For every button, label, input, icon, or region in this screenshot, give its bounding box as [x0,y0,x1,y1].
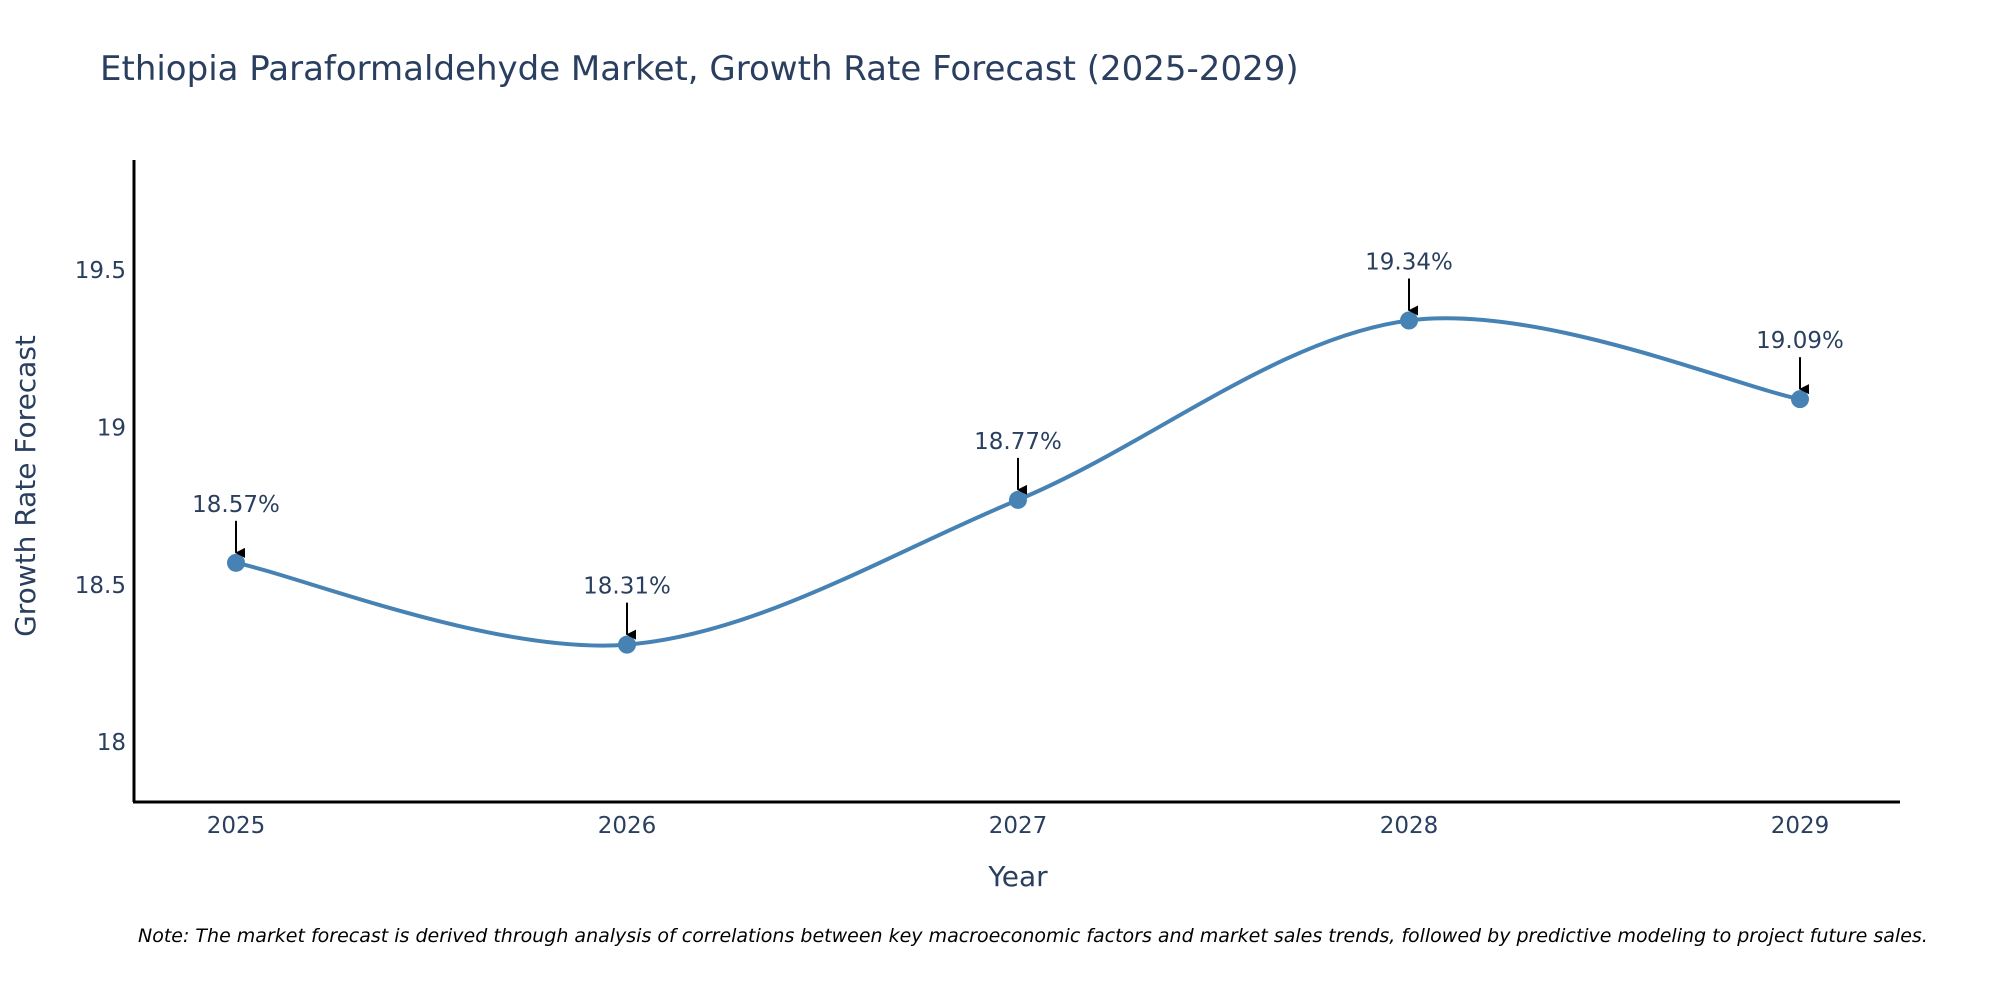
y-tick-label: 18 [97,730,126,756]
data-point [1009,490,1027,509]
x-tick-label: 2025 [207,813,266,839]
x-axis-ticks: 2025 2026 2027 2028 2029 [207,813,1830,839]
x-tick-label: 2026 [598,813,657,839]
x-tick-label: 2029 [1771,813,1830,839]
y-tick-label: 19 [97,416,126,442]
data-point [1791,390,1809,409]
data-label: 19.34% [1365,250,1453,276]
y-axis-ticks: 18 18.5 19 19.5 [75,258,126,756]
chart-title: Ethiopia Paraformaldehyde Market, Growth… [100,49,1299,89]
data-point [618,635,636,654]
y-tick-label: 18.5 [75,573,126,599]
y-axis-title: Growth Rate Forecast [9,335,42,637]
x-tick-label: 2027 [989,813,1048,839]
data-annotations: 18.57% 18.31% 18.77% 19.34% 19.09% [192,250,1844,640]
x-axis-title: Year [987,860,1048,893]
footnote: Note: The market forecast is derived thr… [138,925,1928,947]
data-point [227,553,245,572]
data-label: 19.09% [1756,328,1844,354]
data-markers [227,311,1809,654]
data-label: 18.77% [974,429,1062,455]
data-point [1400,311,1418,330]
x-tick-label: 2028 [1380,813,1439,839]
data-label: 18.57% [192,492,280,518]
data-label: 18.31% [583,574,671,600]
y-tick-label: 19.5 [75,258,126,284]
